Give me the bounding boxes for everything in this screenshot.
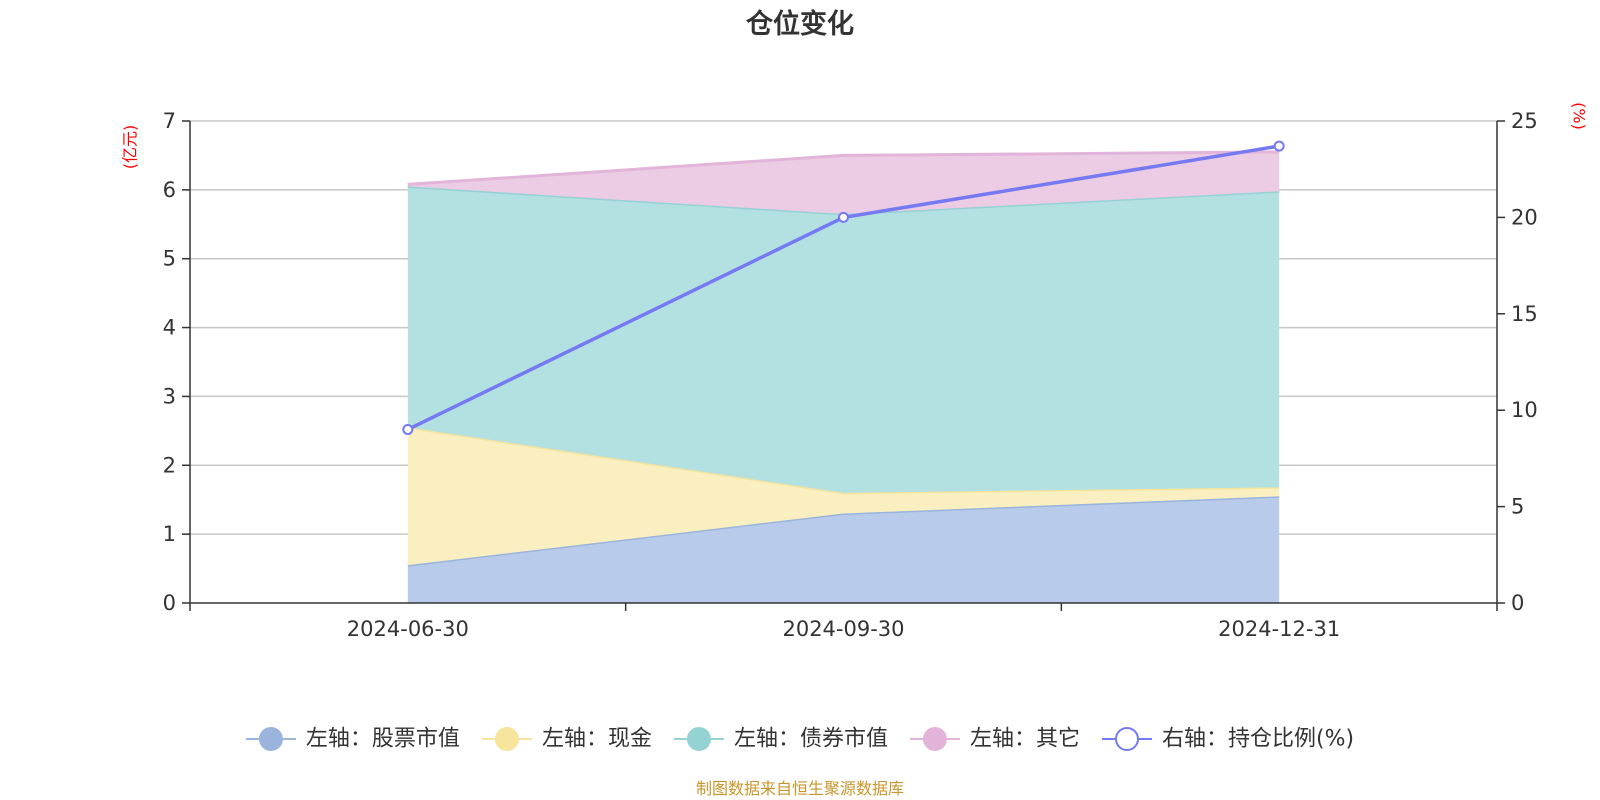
x-axis-tick-label: 2024-12-31 <box>1218 617 1340 641</box>
legend-item[interactable]: 左轴：现金 <box>481 727 652 752</box>
chart-title: 仓位变化 <box>745 8 854 40</box>
area-edge-左轴：其它 <box>407 150 1280 186</box>
right-axis-tick-label: 10 <box>1511 398 1538 422</box>
legend-label: 左轴：债券市值 <box>734 727 888 752</box>
legend-symbol-marker <box>922 727 947 751</box>
area-左轴：其它 <box>407 151 1280 214</box>
x-axis-tick-label: 2024-09-30 <box>782 617 904 641</box>
legend-symbol-marker <box>258 727 283 751</box>
legend-label: 左轴：现金 <box>542 727 652 752</box>
right-axis-tick-label: 0 <box>1511 591 1524 615</box>
left-axis-tick-label: 7 <box>163 109 176 133</box>
legend-label: 左轴：股票市值 <box>306 727 460 752</box>
axes: 0 1 2 3 4 5 6 7 0 5 10 15 20 25 2024-06-30 2024-09-30 20… <box>163 109 1538 641</box>
left-axis-unit: (亿元) <box>121 125 140 170</box>
legend-item[interactable]: 左轴：股票市值 <box>245 727 460 752</box>
legend-item[interactable]: 左轴：债券市值 <box>673 727 888 752</box>
x-axis-tick-label: 2024-06-30 <box>347 617 469 641</box>
right-axis-unit: (%) <box>1570 102 1589 130</box>
legend-label: 右轴：持仓比例(%) <box>1162 727 1354 752</box>
right-axis-tick-label: 15 <box>1511 302 1538 326</box>
legend-item[interactable]: 左轴：其它 <box>909 727 1080 752</box>
left-axis-tick-label: 5 <box>163 247 176 271</box>
ratio-point <box>1273 140 1285 152</box>
ratio-line-layer <box>402 140 1285 435</box>
right-axis-tick-label: 20 <box>1511 205 1538 229</box>
legend-symbol-marker <box>686 727 711 751</box>
left-axis-tick-label: 3 <box>163 384 176 408</box>
area-左轴：股票市值 <box>407 496 1280 603</box>
right-axis-tick-label: 5 <box>1511 495 1524 519</box>
legend-label: 左轴：其它 <box>970 727 1080 752</box>
area-左轴：债券市值 <box>407 186 1280 493</box>
legend: 左轴：股票市值 左轴：现金 左轴：债券市值 左轴：其它 右轴：持仓比例(%) <box>245 727 1354 752</box>
ratio-point <box>838 211 849 223</box>
left-axis-tick-label: 4 <box>163 316 176 340</box>
legend-symbol-marker <box>1114 727 1139 751</box>
left-axis-tick-label: 2 <box>163 453 176 477</box>
legend-symbol-marker <box>494 727 519 751</box>
stacked-areas <box>407 150 1280 603</box>
data-source-note: 制图数据来自恒生聚源数据库 <box>696 779 904 798</box>
left-axis-tick-label: 1 <box>163 522 176 546</box>
left-axis-tick-label: 0 <box>163 591 176 615</box>
area-左轴：现金 <box>407 427 1280 566</box>
right-axis-tick-label: 25 <box>1511 109 1538 133</box>
legend-item[interactable]: 右轴：持仓比例(%) <box>1101 727 1354 752</box>
ratio-point <box>402 423 414 435</box>
left-axis-tick-label: 6 <box>163 178 176 202</box>
